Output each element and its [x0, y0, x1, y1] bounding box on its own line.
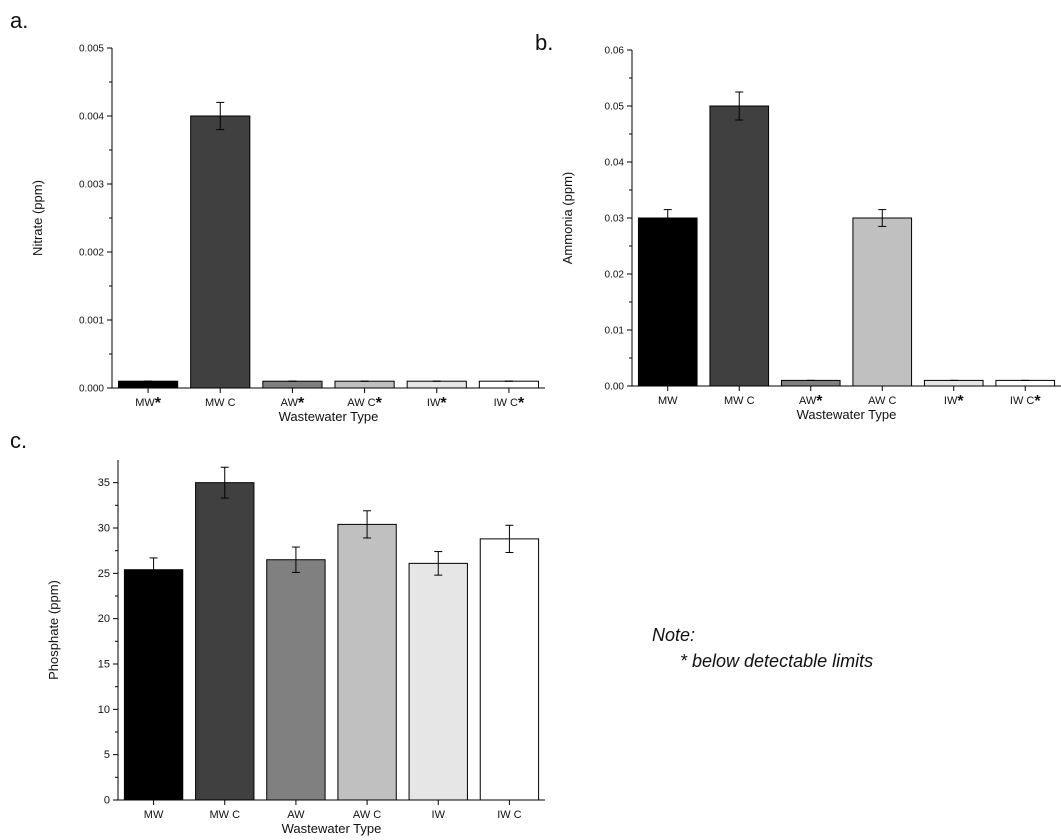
y-tick-label: 0.04 [605, 158, 625, 169]
x-tick-label: IW C* [1010, 393, 1041, 410]
y-tick-label: 0.01 [605, 326, 625, 337]
panel-label-a: a. [10, 8, 29, 33]
x-tick-label: AW C [353, 809, 381, 821]
y-tick-label: 0.06 [605, 46, 625, 57]
bar-iw-c [478, 380, 540, 389]
y-tick-label: 0.000 [79, 384, 104, 395]
x-tick-label: MW [144, 809, 164, 821]
x-tick-label: AW C [868, 395, 896, 407]
y-tick-label: 30 [98, 523, 110, 535]
y-tick-label: 20 [98, 613, 110, 625]
y-tick-label: 0 [104, 795, 110, 807]
bar-iw-c [995, 379, 1056, 387]
x-tick-label: AW [287, 809, 305, 821]
note-title: Note: [652, 625, 696, 645]
bar-mw [637, 217, 698, 387]
bar-mw-c [709, 105, 770, 387]
x-axis-label: Wastewater Type [797, 407, 897, 422]
bar-iw [408, 562, 468, 801]
bar-aw [262, 380, 323, 389]
y-tick-label: 5 [104, 749, 110, 761]
bar-aw-c [337, 523, 397, 801]
y-tick-label: 15 [98, 659, 110, 671]
bar-aw-c [334, 380, 395, 389]
y-tick-label: 35 [98, 477, 110, 489]
x-axis-label: Wastewater Type [282, 821, 382, 836]
y-tick-label: 0.05 [605, 102, 625, 113]
y-axis-label: Phosphate (ppm) [46, 580, 61, 680]
bar-aw [780, 379, 841, 387]
bar-aw [266, 559, 326, 801]
x-tick-label: MW C [724, 395, 755, 407]
bar-mw-c [190, 115, 251, 389]
x-tick-label: AW* [281, 395, 305, 412]
y-tick-label: 10 [98, 704, 110, 716]
x-tick-label: IW* [944, 393, 964, 410]
note-text: * below detectable limits [680, 651, 874, 671]
bar-mw [123, 569, 184, 801]
y-axis-label: Ammonia (ppm) [560, 172, 575, 264]
panel-label-b: b. [535, 30, 554, 55]
x-tick-label: IW [432, 809, 446, 821]
y-tick-label: 0.003 [79, 180, 104, 191]
x-tick-label: MW C [205, 397, 236, 409]
x-tick-label: AW* [799, 393, 823, 410]
y-tick-label: 25 [98, 568, 110, 580]
chart-b: 0.00 0.01 0.02 0.03 0.04 0.05 0.06 MW MW C AW* AW … [560, 46, 1061, 422]
note: Note: * below detectable limits [652, 622, 873, 674]
x-tick-label: MW C [209, 809, 240, 821]
y-tick-label: 0.001 [79, 316, 104, 327]
bar-mw-c [195, 482, 255, 801]
chart-c: 0 5 10 15 20 25 30 35 MW MW C AW AW C IW IW C Wastewat… [46, 460, 545, 836]
bar-aw-c [852, 217, 913, 387]
x-tick-label: IW* [427, 395, 447, 412]
x-axis-label: Wastewater Type [279, 409, 379, 424]
x-tick-label: IW C* [494, 395, 525, 412]
x-tick-label: IW C [497, 809, 521, 821]
y-tick-label: 0.005 [79, 44, 104, 55]
x-tick-label: MW [658, 395, 678, 407]
bar-iw-c [479, 538, 540, 801]
panel-label-c: c. [10, 428, 28, 453]
y-tick-label: 0.02 [605, 270, 625, 281]
bar-iw [406, 380, 467, 389]
y-tick-label: 0.004 [79, 112, 104, 123]
y-tick-label: 0.002 [79, 248, 104, 259]
y-tick-label: 0.03 [605, 214, 625, 225]
bar-mw [117, 380, 179, 389]
x-tick-label: AW C* [347, 395, 382, 412]
bar-iw [923, 379, 984, 387]
y-axis-label: Nitrate (ppm) [30, 180, 45, 256]
y-tick-label: 0.00 [605, 382, 625, 393]
chart-a: 0.000 0.001 0.002 0.003 0.004 0.005 MW* MW C AW*… [30, 44, 545, 424]
x-tick-label: MW* [135, 395, 162, 412]
